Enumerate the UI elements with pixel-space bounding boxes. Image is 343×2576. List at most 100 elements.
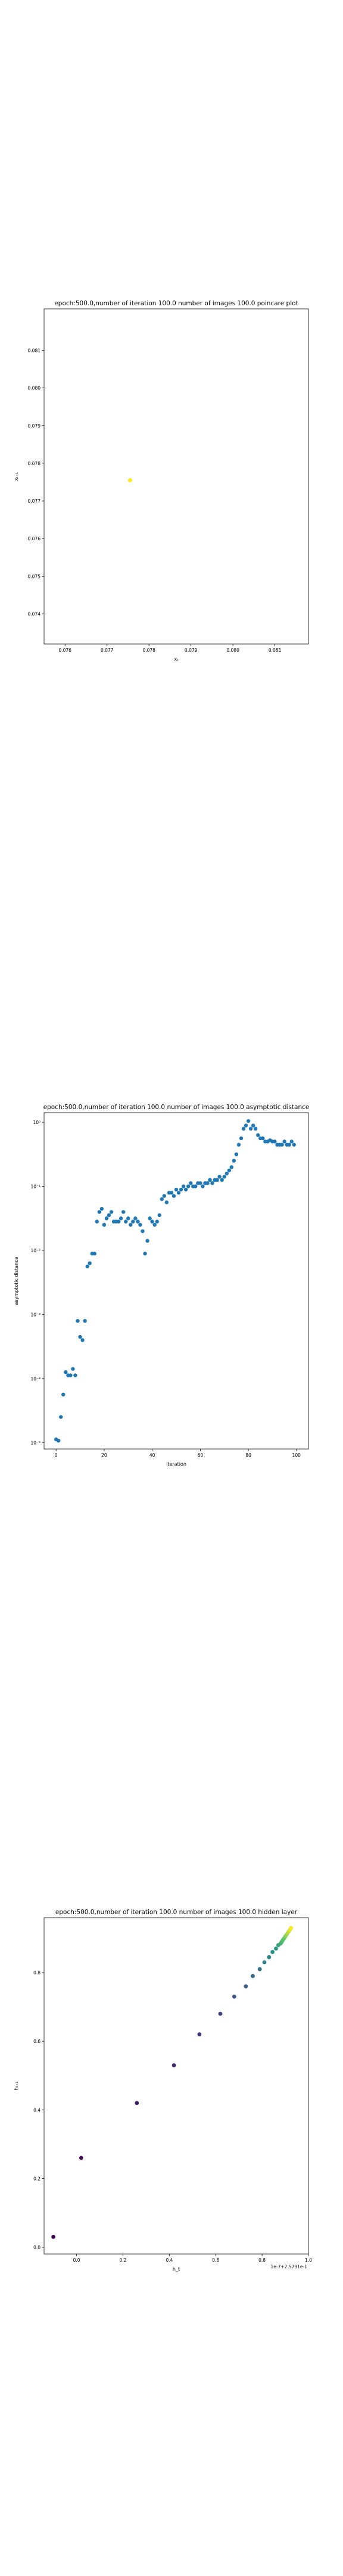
data-point	[51, 2234, 55, 2239]
y-axis-label: hₜ₊₁	[14, 2082, 19, 2091]
x-axis-label: xₜ	[174, 657, 178, 662]
data-point	[104, 1216, 109, 1221]
data-point	[95, 1219, 99, 1224]
data-point	[246, 1119, 251, 1123]
data-point	[287, 1143, 291, 1147]
y-axis-label: asymptotic distance	[14, 1256, 19, 1305]
data-point	[198, 1181, 202, 1185]
chart-title: epoch:500.0,number of iteration 100.0 nu…	[54, 300, 298, 307]
data-point	[68, 1373, 73, 1377]
data-point	[116, 1219, 121, 1224]
data-point	[102, 1222, 107, 1227]
data-point	[282, 1140, 286, 1144]
y-tick-label: 0.2	[33, 2176, 40, 2181]
data-point	[251, 1974, 255, 1979]
data-point	[270, 1950, 275, 1954]
data-point	[208, 1178, 212, 1182]
y-tick-label: 0.075	[28, 574, 41, 579]
y-tick-label: 0.0	[33, 2244, 40, 2250]
y-tick-label: 10⁻¹	[30, 1184, 40, 1190]
data-point	[57, 1438, 61, 1443]
y-tick-label: 10⁻⁴	[30, 1376, 40, 1382]
data-point	[76, 1318, 80, 1323]
data-point	[61, 1392, 66, 1397]
x-tick-label: 0.0	[73, 2258, 80, 2263]
data-point	[73, 1373, 77, 1377]
data-point	[183, 1187, 188, 1192]
data-point	[262, 1960, 267, 1965]
data-point	[99, 1206, 104, 1211]
data-point	[197, 2032, 202, 2037]
data-point	[186, 1184, 191, 1188]
data-point	[194, 1184, 198, 1188]
data-point	[181, 1184, 186, 1188]
y-tick-label: 0.077	[28, 499, 41, 504]
x-tick-label: 0	[55, 1453, 58, 1458]
data-point	[205, 1181, 210, 1185]
data-point	[162, 1194, 167, 1198]
x-tick-label: 1.0	[305, 2258, 312, 2263]
data-point	[220, 1178, 224, 1182]
data-point	[232, 1159, 236, 1163]
x-tick-label: 40	[149, 1453, 155, 1458]
x-tick-label: 0.078	[142, 648, 155, 653]
hidden-layer-plot: epoch:500.0,number of iteration 100.0 nu…	[14, 1909, 312, 2272]
data-point	[127, 478, 132, 482]
data-point	[164, 1200, 169, 1205]
data-point	[176, 1191, 181, 1195]
data-point	[131, 1219, 135, 1224]
data-point	[97, 1210, 102, 1214]
x-tick-label: 0.076	[58, 648, 71, 653]
data-point	[236, 1143, 241, 1147]
x-tick-label: 0.079	[185, 648, 198, 653]
x-tick-label: 0.8	[258, 2258, 266, 2263]
x-tick-label: 60	[198, 1453, 204, 1458]
data-point	[138, 1222, 142, 1227]
data-point	[143, 1252, 147, 1256]
data-point	[92, 1252, 96, 1256]
y-tick-label: 0.4	[33, 2107, 40, 2113]
data-point	[210, 1181, 214, 1185]
data-point	[160, 1197, 164, 1202]
data-point	[248, 1126, 253, 1131]
x-tick-label: 0.080	[226, 648, 239, 653]
y-tick-label: 0.078	[28, 461, 41, 466]
data-point	[222, 1175, 226, 1179]
data-point	[172, 1194, 176, 1198]
data-point	[119, 1216, 123, 1221]
y-tick-label: 0.6	[33, 2039, 40, 2044]
data-point	[289, 1140, 294, 1144]
data-point	[121, 1210, 126, 1214]
y-axis-label: xₜ₊₁	[14, 472, 19, 481]
data-point	[215, 1178, 219, 1182]
data-point	[224, 1171, 229, 1176]
y-tick-label: 0.081	[28, 348, 41, 353]
data-point	[107, 1213, 111, 1218]
data-point	[109, 1210, 114, 1214]
x-tick-label: 0.4	[166, 2258, 173, 2263]
data-point	[217, 1175, 222, 1179]
data-point	[273, 1140, 277, 1144]
data-point	[141, 1229, 145, 1233]
data-point	[135, 2101, 139, 2106]
data-point	[172, 2063, 176, 2067]
y-tick-label: 0.076	[28, 536, 41, 541]
data-point	[152, 1222, 157, 1227]
x-tick-label: 80	[245, 1453, 251, 1458]
data-point	[64, 1370, 68, 1374]
x-tick-label: 20	[101, 1453, 107, 1458]
data-point	[136, 1219, 140, 1224]
data-point	[251, 1123, 255, 1128]
data-point	[85, 1264, 89, 1269]
data-point	[267, 1955, 272, 1959]
x-axis-label: h_t	[173, 2267, 180, 2272]
data-point	[148, 1216, 152, 1221]
data-point	[234, 1152, 239, 1157]
data-point	[169, 1191, 174, 1195]
data-point	[124, 1219, 128, 1224]
data-point	[241, 1126, 246, 1131]
x-tick-label: 100	[292, 1453, 301, 1458]
data-point	[80, 1338, 85, 1342]
data-point	[88, 1261, 92, 1265]
y-tick-label: 10⁻³	[30, 1312, 40, 1317]
